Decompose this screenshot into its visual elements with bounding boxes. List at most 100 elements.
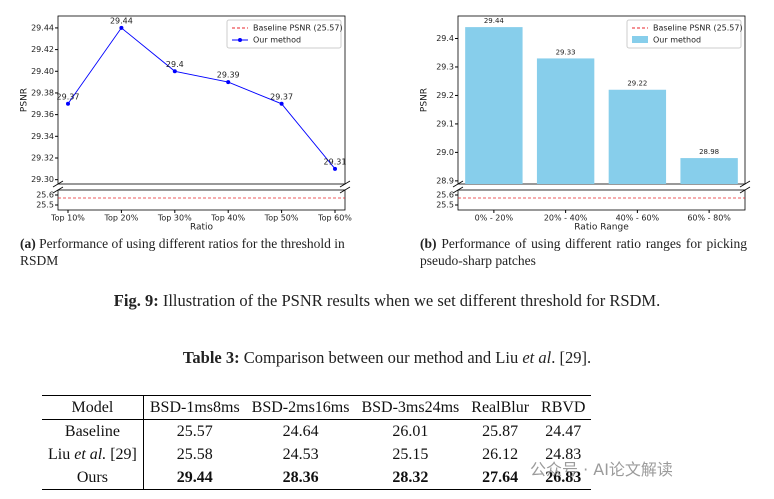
y-tick-label: 29.4 — [436, 34, 454, 43]
y-tick-label: 29.34 — [31, 132, 54, 141]
value-cell: 24.83 — [545, 445, 582, 463]
line — [67, 27, 336, 170]
subcaption-a: (a) Performance of using different ratio… — [20, 235, 360, 269]
value-cell: 26.01 — [392, 422, 429, 440]
y-tick-label: 29.1 — [436, 119, 454, 128]
table-caption: Table 3: Comparison between our method a… — [0, 349, 774, 366]
data-label: 29.44 — [484, 17, 505, 25]
x-tick-label: 20% - 40% — [544, 214, 588, 223]
axis-break — [339, 186, 351, 194]
header-cell: BSD-3ms24ms — [355, 395, 466, 420]
model-cell: Ours — [42, 466, 144, 490]
point — [279, 101, 284, 106]
y-tick-label: 29.32 — [31, 153, 54, 162]
table-row: Ours 29.44 28.36 28.32 27.64 26.83 — [42, 466, 592, 490]
x-tick-label: Top 50% — [264, 214, 299, 223]
x-tick-label: 60% - 80% — [687, 214, 731, 223]
data-label: 29.37 — [57, 92, 80, 101]
lower-frame — [457, 189, 746, 211]
legend-swatch — [238, 38, 242, 42]
model-italic: et al. — [74, 445, 107, 463]
x-tick-label: 40% - 60% — [616, 214, 660, 223]
y-tick-label: 29.40 — [31, 67, 54, 76]
x-tick-label: Top 30% — [157, 214, 192, 223]
x-tick-label: Top 60% — [317, 214, 352, 223]
caption-label: (a) — [20, 236, 36, 251]
value-cell: 24.47 — [545, 422, 582, 440]
data-label: 29.33 — [556, 48, 576, 56]
axis-break — [52, 180, 64, 188]
y-tick-label: 29.3 — [436, 62, 454, 71]
axis-break — [739, 186, 751, 194]
point — [172, 69, 177, 74]
y-tick-label: 25.6 — [36, 191, 54, 200]
y-tick-label: 29.2 — [436, 91, 454, 100]
y-axis-label: PSNR — [420, 88, 430, 112]
value-cell: 24.64 — [282, 422, 319, 440]
table-row: Baseline 25.57 24.64 26.01 25.87 24.47 — [42, 419, 591, 443]
y-tick-label: 28.9 — [436, 176, 454, 185]
value-cell: 25.57 — [176, 422, 213, 440]
value-cell: 28.32 — [355, 466, 466, 490]
header-cell: BSD-2ms16ms — [245, 395, 356, 420]
y-tick-label: 29.42 — [31, 45, 54, 54]
table-row: Liu et al. [29] 25.58 24.53 25.15 26.12 24.83 — [42, 443, 591, 466]
results-table: Model BSD-1ms8ms BSD-2ms16ms BSD-3ms24ms Rea… — [42, 395, 592, 490]
y-tick-label: 29.44 — [31, 23, 54, 32]
value-cell: 28.36 — [245, 466, 356, 490]
y-tick-label: 25.5 — [36, 201, 54, 210]
legend-label: Baseline PSNR (25.57) — [253, 24, 343, 33]
data-label: 29.37 — [270, 92, 293, 101]
caption-text: Performance of using different ratio ran… — [420, 236, 747, 268]
y-axis-label: PSNR — [20, 88, 30, 112]
table-caption-text: Comparison between our method and Liu — [243, 348, 523, 367]
header-cell: RBVD — [535, 395, 592, 420]
value-cell: 25.87 — [482, 422, 519, 440]
x-tick-label: Top 40% — [210, 214, 245, 223]
data-label: 29.39 — [217, 71, 240, 80]
caption-text: Performance of using different ratios fo… — [20, 236, 345, 268]
figure-text: Illustration of the PSNR results when we… — [162, 291, 661, 310]
caption-label: (b) — [420, 236, 437, 251]
value-cell: 26.83 — [535, 466, 592, 490]
point — [226, 80, 231, 85]
table-caption-text: . [29]. — [551, 348, 592, 367]
figure-caption: Fig. 9: Illustration of the PSNR results… — [0, 292, 774, 309]
header-cell: RealBlur — [465, 395, 536, 420]
y-tick-label: 25.5 — [436, 201, 454, 210]
y-tick-label: 29.38 — [31, 88, 54, 97]
legend-box — [226, 19, 342, 49]
bar — [608, 89, 667, 184]
value-cell: 25.15 — [392, 445, 429, 463]
value-cell: 24.53 — [282, 445, 319, 463]
x-tick-label: Top 10% — [50, 214, 85, 223]
axis-break — [339, 180, 351, 188]
data-label: 29.22 — [627, 80, 647, 88]
bar — [465, 27, 523, 184]
data-label: 28.98 — [699, 148, 719, 156]
subcaption-b: (b) Performance of using different ratio… — [420, 235, 747, 269]
plot-frame — [57, 15, 346, 185]
model-text: Liu — [48, 445, 75, 463]
data-label: 29.4 — [166, 60, 184, 69]
header-cell: BSD-1ms8ms — [143, 395, 246, 420]
bar — [680, 158, 738, 184]
table-caption-italic: et al — [522, 348, 552, 367]
x-axis-label: Ratio — [190, 223, 214, 233]
lower-frame — [57, 189, 346, 211]
y-tick-label: 25.6 — [436, 191, 454, 200]
legend-label: Baseline PSNR (25.57) — [653, 24, 743, 33]
legend-swatch — [632, 36, 648, 43]
axis-break — [452, 180, 464, 188]
data-label: 29.31 — [324, 157, 347, 166]
y-tick-label: 29.0 — [436, 148, 454, 157]
x-tick-label: Top 20% — [103, 214, 138, 223]
table-label: Table 3: — [182, 348, 240, 367]
plot-frame — [457, 15, 746, 185]
model-text: [29] — [106, 445, 137, 463]
axis-break — [739, 180, 751, 188]
figure-label: Fig. 9: — [113, 291, 159, 310]
model-cell: Liu et al. [29] — [42, 443, 144, 466]
bar — [536, 58, 595, 184]
